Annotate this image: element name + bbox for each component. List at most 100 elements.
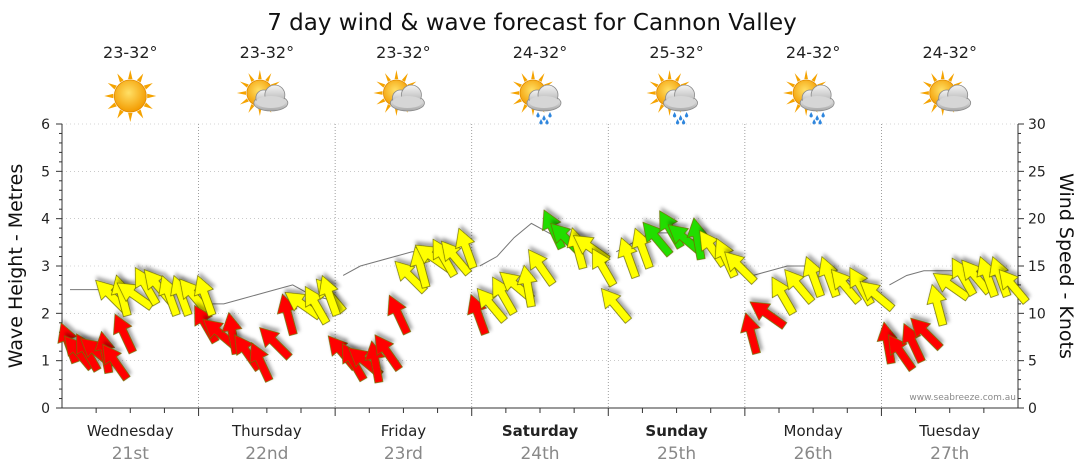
cloud-fill bbox=[392, 96, 423, 108]
wind-arrow bbox=[467, 293, 490, 336]
wind-arrow bbox=[387, 294, 412, 336]
sun-ray bbox=[107, 102, 117, 109]
wind-arrow-shape bbox=[998, 269, 1030, 305]
right-tick-label: 25 bbox=[1028, 164, 1046, 180]
sun-ray bbox=[794, 73, 801, 82]
day-name-label: Sunday bbox=[645, 422, 708, 440]
wind-arrow-shape bbox=[910, 317, 944, 352]
wind-arrow-shape bbox=[304, 285, 331, 326]
y-axis-label-left: Wave Height - Metres bbox=[5, 164, 27, 368]
wind-arrow bbox=[455, 227, 478, 270]
wind-arrow-shape bbox=[374, 334, 403, 373]
day-name-label: Wednesday bbox=[87, 422, 174, 440]
right-tick-label: 20 bbox=[1028, 212, 1046, 228]
sun-ray bbox=[794, 104, 801, 113]
wind-arrow-shape bbox=[600, 287, 632, 324]
rain-icon bbox=[646, 70, 698, 125]
wind-arrow-shape bbox=[740, 312, 761, 355]
wind-arrow bbox=[749, 301, 788, 330]
sun-ray bbox=[649, 81, 659, 88]
sun-ray bbox=[674, 73, 682, 82]
wind-arrow bbox=[600, 287, 632, 324]
temperature-range-label: 24-32° bbox=[922, 43, 977, 62]
wind-arrow-shape bbox=[455, 227, 478, 270]
wind-arrow bbox=[194, 274, 217, 317]
right-tick-label: 5 bbox=[1028, 354, 1037, 370]
wind-arrow bbox=[951, 257, 978, 297]
wind-arrow bbox=[617, 237, 640, 280]
sun-ray bbox=[376, 81, 386, 88]
partly-cloudy-icon bbox=[236, 70, 289, 116]
rain-drop bbox=[821, 112, 825, 118]
sun-ray bbox=[783, 91, 793, 95]
wind-arrow-shape bbox=[492, 276, 518, 316]
wind-arrow-shape bbox=[771, 276, 797, 316]
wind-arrow bbox=[113, 313, 137, 355]
wind-arrow bbox=[859, 281, 896, 313]
sun-ray bbox=[248, 104, 255, 113]
sun-ray bbox=[658, 104, 665, 113]
wind-arrow bbox=[830, 269, 862, 305]
wind-arrow bbox=[304, 285, 331, 326]
sun-ray bbox=[538, 73, 545, 82]
wind-arrow-shape bbox=[724, 251, 758, 285]
rain-drop bbox=[545, 119, 549, 125]
day-name-label: Thursday bbox=[231, 422, 302, 440]
cloud-fill bbox=[665, 96, 696, 108]
wind-arrow-shape bbox=[516, 264, 538, 308]
cloud-shape bbox=[253, 84, 289, 112]
rain-drop bbox=[815, 115, 819, 121]
sun-ray bbox=[117, 73, 124, 83]
rain-drop bbox=[548, 112, 552, 118]
credit-text: www.seabreeze.com.au bbox=[909, 393, 1016, 403]
sun-ray bbox=[394, 70, 399, 80]
sun-ray bbox=[104, 93, 114, 99]
cloud-fill bbox=[529, 96, 559, 108]
wind-arrow-shape bbox=[802, 255, 825, 298]
sun-ray bbox=[667, 70, 672, 80]
sunny-icon bbox=[104, 70, 157, 122]
partly-cloudy-icon bbox=[919, 70, 972, 116]
sun-ray bbox=[376, 98, 386, 105]
day-labels: Wednesday 21st Thursday 22nd Friday 23rd Satur… bbox=[87, 422, 980, 464]
day-name-label: Tuesday bbox=[918, 422, 980, 440]
chart-title: 7 day wind & wave forecast for Cannon Va… bbox=[267, 10, 797, 36]
wind-arrow-shape bbox=[476, 287, 508, 324]
rain-drop bbox=[812, 119, 816, 125]
sun-ray bbox=[236, 91, 246, 95]
cloud-shape bbox=[663, 84, 698, 112]
wind-arrow bbox=[926, 283, 948, 327]
wind-arrow bbox=[492, 276, 518, 316]
rain-drop bbox=[678, 115, 683, 121]
sun-ray bbox=[510, 91, 520, 95]
rain-drop bbox=[818, 119, 822, 125]
cloud-fill bbox=[938, 96, 969, 108]
axes: 0 1 2 3 4 5 6 0 5 10 15 20 25 30 bbox=[41, 117, 1046, 417]
wind-arrow-shape bbox=[784, 269, 816, 305]
wind-arrow-shape bbox=[194, 274, 217, 317]
wind-arrow bbox=[802, 255, 825, 298]
wind-arrow bbox=[888, 334, 917, 373]
sun-ray bbox=[373, 91, 383, 95]
wind-arrow-shape bbox=[926, 283, 948, 327]
sun-ray bbox=[239, 81, 249, 88]
wind-arrow bbox=[784, 269, 816, 305]
day-date-label: 26th bbox=[794, 444, 833, 464]
y-axis-label-right: Wind Speed - Knots bbox=[1055, 173, 1077, 359]
left-tick-label: 3 bbox=[41, 259, 50, 275]
right-tick-label: 30 bbox=[1028, 117, 1046, 133]
cloud-fill bbox=[255, 96, 286, 108]
left-tick-label: 2 bbox=[41, 306, 50, 322]
wind-arrows bbox=[57, 209, 1030, 384]
day-date-label: 22nd bbox=[245, 444, 288, 464]
cloud-fill bbox=[802, 96, 833, 108]
wind-arrow-shape bbox=[642, 221, 674, 258]
sun-ray bbox=[646, 91, 656, 95]
wind-arrow bbox=[158, 274, 181, 317]
sun-ray bbox=[384, 104, 392, 113]
temperature-range-label: 23-32° bbox=[240, 43, 295, 62]
left-tick-label: 5 bbox=[41, 164, 50, 180]
wind-arrow-shape bbox=[888, 334, 917, 373]
partly-cloudy-icon bbox=[373, 70, 425, 116]
